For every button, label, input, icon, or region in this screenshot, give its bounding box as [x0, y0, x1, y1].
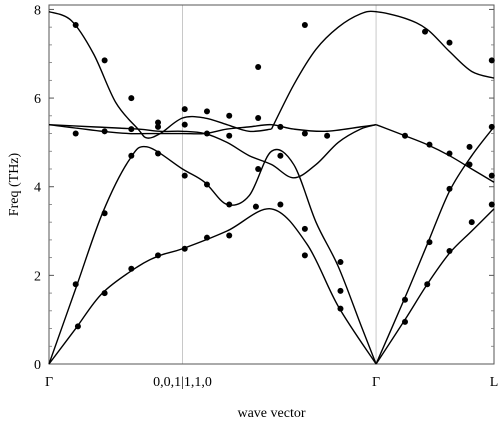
data-point: [277, 123, 284, 130]
data-point: [402, 132, 408, 139]
y-tick-label: 0: [34, 358, 41, 373]
data-point: [277, 152, 284, 159]
data-point: [252, 203, 259, 210]
data-point: [255, 165, 262, 172]
dispersion-branch-0: [48, 208, 377, 365]
data-point: [446, 247, 453, 254]
data-point: [155, 123, 162, 130]
data-point: [301, 225, 308, 232]
x-tick-label-0: Γ: [45, 375, 53, 390]
data-point: [402, 296, 408, 303]
data-points: [72, 21, 495, 330]
data-point: [101, 210, 108, 217]
data-point: [101, 128, 108, 135]
dispersion-branch-3: [48, 123, 377, 135]
x-tick-label-1: 0,0,1|1,1,0: [153, 375, 212, 390]
data-point: [155, 252, 162, 259]
x-axis-label: wave vector: [237, 406, 305, 421]
data-point: [446, 39, 453, 46]
dispersion-branch-5: [270, 10, 495, 130]
data-point: [446, 150, 453, 157]
data-point: [488, 123, 495, 130]
data-point: [337, 259, 344, 266]
data-point: [301, 130, 308, 137]
data-point: [466, 161, 473, 168]
data-point: [488, 57, 495, 64]
data-point: [72, 281, 79, 288]
data-point: [488, 201, 495, 208]
data-point: [422, 28, 429, 35]
data-point: [203, 181, 210, 188]
dispersion-branch-4: [48, 10, 272, 139]
data-point: [402, 318, 408, 325]
data-point: [301, 21, 308, 28]
data-point: [255, 64, 262, 71]
dispersion-branch-7: [375, 126, 495, 365]
data-point: [324, 132, 331, 139]
dispersion-curves: [48, 10, 495, 365]
data-point: [337, 287, 344, 294]
y-tick-labels: 0 2 4 6 8: [34, 3, 41, 373]
y-tick-label: 6: [34, 92, 41, 107]
plot-border: [48, 4, 495, 365]
data-point: [301, 252, 308, 259]
data-point: [128, 126, 135, 133]
data-point: [466, 143, 473, 150]
data-point: [203, 108, 210, 115]
x-tick-label-3: L: [490, 375, 498, 390]
data-point: [226, 112, 233, 119]
data-point: [468, 219, 475, 226]
data-point: [155, 150, 162, 157]
dispersion-branch-8: [375, 124, 495, 183]
data-point: [337, 305, 344, 312]
data-point: [101, 290, 108, 297]
x-tick-label-2: Γ: [372, 375, 380, 390]
data-point: [203, 130, 210, 137]
data-point: [277, 201, 284, 208]
data-point: [181, 121, 188, 128]
y-tick-label: 4: [34, 181, 41, 196]
data-point: [128, 265, 135, 272]
y-tick-label: 8: [34, 3, 41, 18]
data-point: [488, 172, 495, 179]
data-point: [155, 119, 162, 126]
data-point: [446, 185, 453, 192]
data-point: [181, 172, 188, 179]
data-point: [226, 132, 233, 139]
data-point: [74, 323, 81, 330]
data-point: [181, 106, 188, 113]
data-point: [255, 115, 262, 122]
data-point: [426, 239, 433, 246]
data-point: [203, 234, 210, 241]
data-point: [128, 152, 135, 159]
data-point: [101, 57, 108, 64]
plot-frame: [48, 4, 495, 365]
y-tick-label: 2: [34, 269, 41, 284]
data-point: [128, 95, 135, 102]
data-point: [72, 21, 79, 28]
data-point: [226, 201, 233, 208]
y-axis-label: Freq (THz): [7, 152, 22, 216]
data-point: [72, 130, 79, 137]
data-point: [424, 281, 431, 288]
vertical-gridlines: [182, 5, 377, 364]
data-point: [426, 141, 433, 148]
x-tick-labels: Γ 0,0,1|1,1,0 Γ L: [45, 375, 498, 390]
data-point: [181, 245, 188, 252]
dispersion-branch-1: [48, 145, 377, 365]
dispersion-branch-6: [375, 208, 495, 365]
dispersion-branch-2: [48, 123, 377, 179]
data-point: [226, 232, 233, 239]
